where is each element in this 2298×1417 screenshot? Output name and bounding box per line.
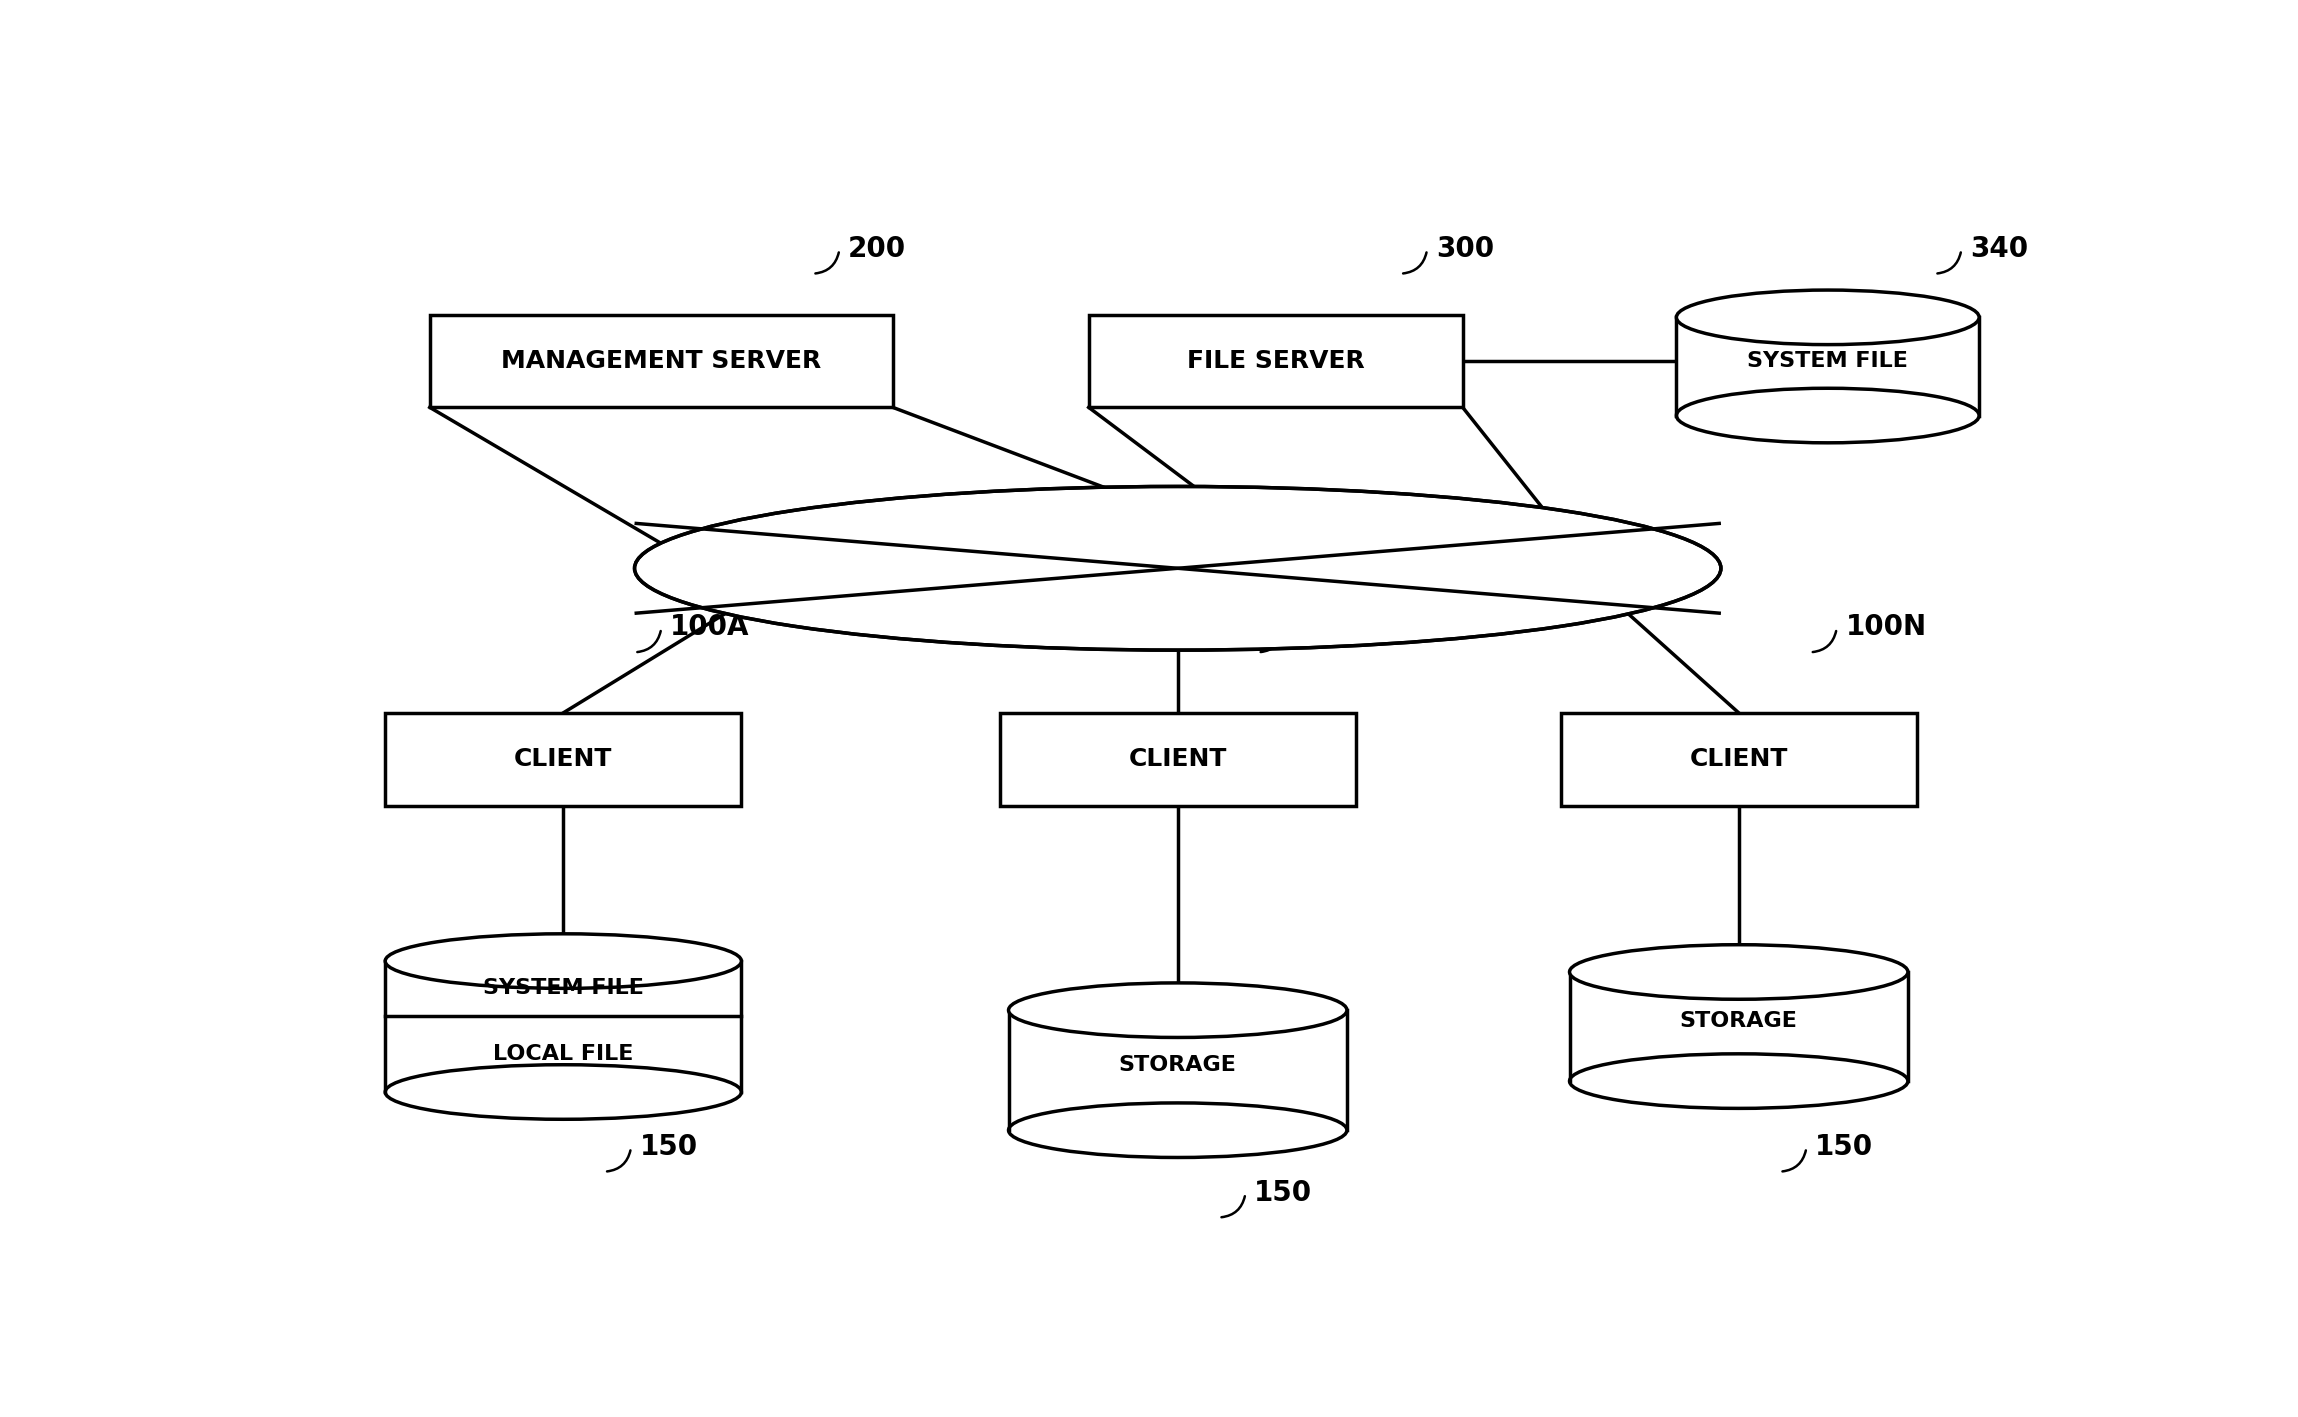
Text: 150: 150 [639, 1132, 699, 1161]
FancyBboxPatch shape [1560, 713, 1917, 806]
Ellipse shape [1675, 290, 1979, 344]
FancyBboxPatch shape [1089, 315, 1464, 407]
FancyBboxPatch shape [1009, 1010, 1347, 1131]
Text: 100N: 100N [1845, 614, 1926, 642]
Ellipse shape [634, 486, 1721, 650]
Text: STORAGE: STORAGE [1680, 1012, 1797, 1032]
FancyBboxPatch shape [386, 961, 742, 1093]
Ellipse shape [1009, 1102, 1347, 1158]
Text: LOCAL FILE: LOCAL FILE [494, 1044, 634, 1064]
Ellipse shape [1570, 1054, 1907, 1108]
Text: MANAGEMENT SERVER: MANAGEMENT SERVER [501, 349, 820, 373]
Ellipse shape [1009, 983, 1347, 1037]
Text: FILE SERVER: FILE SERVER [1186, 349, 1365, 373]
Text: CLIENT: CLIENT [1689, 747, 1788, 771]
Text: 300: 300 [1436, 235, 1494, 262]
Text: CLIENT: CLIENT [1128, 747, 1227, 771]
Text: 150: 150 [1255, 1179, 1312, 1207]
Text: STORAGE: STORAGE [1119, 1054, 1236, 1074]
Text: SYSTEM FILE: SYSTEM FILE [483, 978, 643, 999]
Ellipse shape [386, 934, 742, 989]
Text: SYSTEM FILE: SYSTEM FILE [1746, 351, 1907, 371]
FancyBboxPatch shape [1570, 972, 1907, 1081]
FancyBboxPatch shape [1678, 317, 1979, 415]
Text: 100B: 100B [1294, 614, 1372, 642]
Text: 100A: 100A [671, 614, 749, 642]
FancyBboxPatch shape [430, 315, 892, 407]
FancyBboxPatch shape [1000, 713, 1356, 806]
Ellipse shape [1675, 388, 1979, 442]
Text: CLIENT: CLIENT [515, 747, 614, 771]
Ellipse shape [1570, 945, 1907, 999]
Text: 340: 340 [1969, 235, 2029, 262]
Ellipse shape [386, 1064, 742, 1119]
FancyBboxPatch shape [386, 713, 742, 806]
Text: 200: 200 [848, 235, 905, 262]
Text: 150: 150 [1815, 1132, 1873, 1161]
